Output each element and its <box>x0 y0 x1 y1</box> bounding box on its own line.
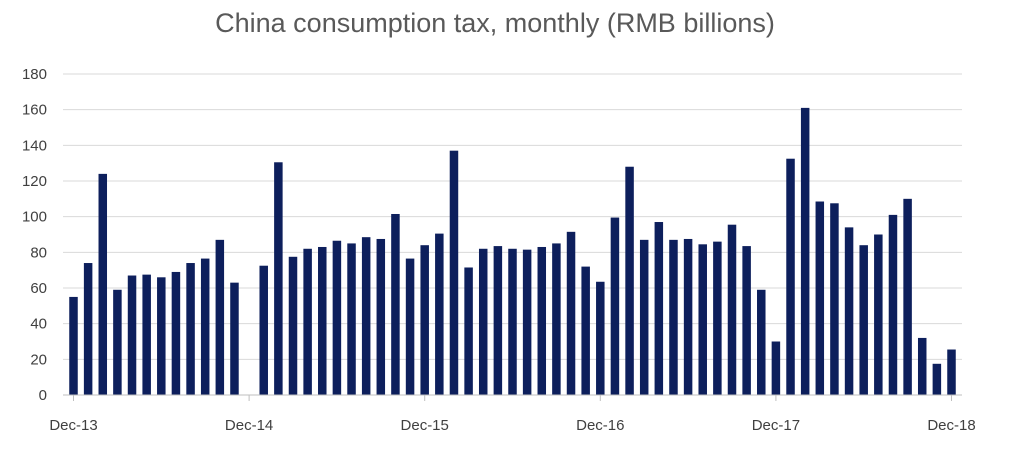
bars <box>69 107 956 396</box>
x-tick-label: Dec-13 <box>49 417 97 434</box>
bar <box>800 107 810 395</box>
y-tick-label: 140 <box>22 137 47 154</box>
bar <box>698 244 707 395</box>
bar <box>274 162 283 395</box>
bar <box>757 289 766 395</box>
bar <box>464 267 473 395</box>
bar <box>610 217 620 395</box>
bar <box>405 258 415 395</box>
bar <box>552 243 561 395</box>
bar <box>376 238 386 395</box>
bar <box>361 237 371 395</box>
bar <box>844 227 854 395</box>
bar <box>318 246 327 395</box>
bar <box>713 241 722 395</box>
x-tick-label: Dec-16 <box>576 417 624 434</box>
bar <box>522 249 532 395</box>
bar <box>596 281 605 395</box>
bar <box>215 239 225 395</box>
bar <box>186 263 195 395</box>
bar <box>113 289 122 395</box>
x-tick-label: Dec-17 <box>752 417 800 434</box>
bar <box>230 282 239 395</box>
bar <box>508 248 517 395</box>
bar <box>69 296 78 395</box>
y-tick-label: 180 <box>22 66 47 83</box>
bar <box>888 214 898 395</box>
bar <box>435 233 444 395</box>
bar <box>654 222 664 395</box>
bar <box>420 245 429 395</box>
bar <box>200 258 210 395</box>
bar <box>683 238 693 395</box>
y-tick-label: 60 <box>30 280 47 297</box>
bar <box>639 239 649 395</box>
bar <box>669 239 678 395</box>
y-tick-label: 0 <box>39 387 47 404</box>
y-tick-label: 20 <box>30 351 47 368</box>
bar <box>581 266 590 395</box>
x-tick-label: Dec-15 <box>401 417 449 434</box>
bar <box>303 248 312 395</box>
bar <box>727 224 737 395</box>
bar <box>347 243 356 395</box>
chart-title: China consumption tax, monthly (RMB bill… <box>215 8 775 38</box>
y-tick-label: 160 <box>22 102 47 119</box>
y-tick-label: 80 <box>30 244 47 261</box>
bar <box>493 246 503 395</box>
y-tick-label: 120 <box>22 173 47 190</box>
bar <box>947 349 956 395</box>
bar <box>859 245 868 395</box>
bar <box>815 201 825 395</box>
x-tick-label: Dec-14 <box>225 417 273 434</box>
bar <box>288 256 298 395</box>
x-axis-ticks: Dec-13 Dec-14 Dec-15 Dec-16 Dec-17 Dec-18 <box>49 395 976 434</box>
bar <box>157 277 166 395</box>
bar <box>742 246 751 395</box>
bar <box>449 150 459 395</box>
bar <box>171 271 181 395</box>
bar <box>830 203 839 395</box>
y-tick-label: 40 <box>30 316 47 333</box>
bar <box>874 234 883 395</box>
bar <box>932 363 942 395</box>
bar <box>566 231 576 395</box>
bar <box>259 265 268 395</box>
x-tick-label: Dec-18 <box>927 417 975 434</box>
bar <box>391 213 400 395</box>
bar <box>903 198 912 395</box>
y-axis-ticks: 0 20 40 60 80 100 120 140 160 180 <box>22 66 47 404</box>
bar <box>625 166 634 395</box>
bar <box>332 240 342 395</box>
bar <box>127 275 137 395</box>
bar <box>83 263 93 395</box>
y-tick-label: 100 <box>22 209 47 226</box>
bar <box>478 248 488 395</box>
bar <box>917 337 927 395</box>
bar <box>537 246 547 395</box>
bar <box>771 341 781 395</box>
bar <box>142 274 151 396</box>
bar <box>786 158 795 395</box>
bar <box>98 173 108 395</box>
